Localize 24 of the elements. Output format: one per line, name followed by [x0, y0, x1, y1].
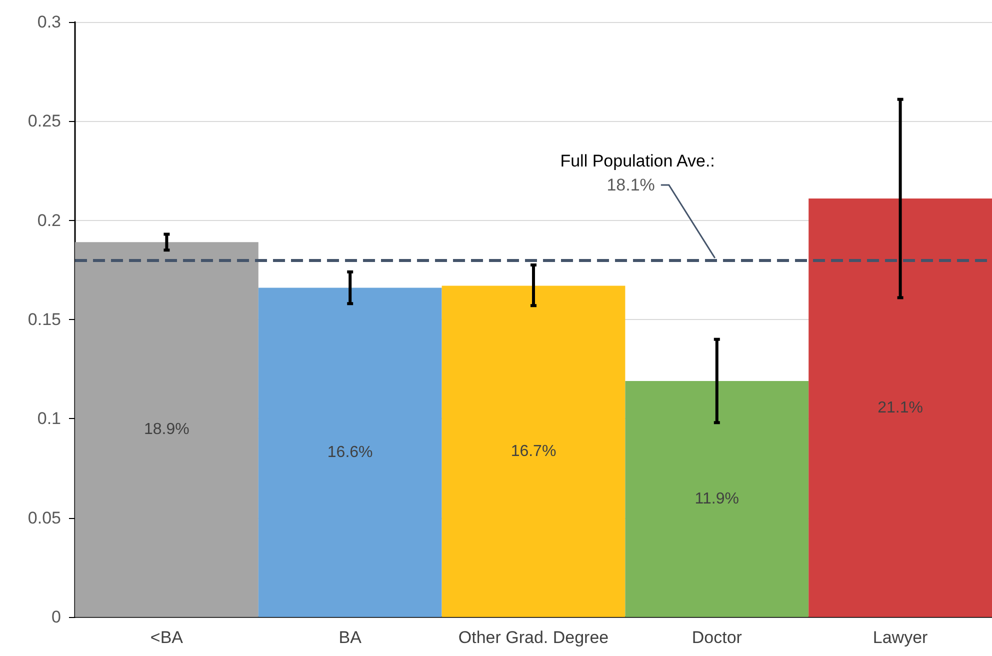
x-tick-label: Lawyer [872, 628, 928, 647]
bar [442, 286, 626, 617]
bar [258, 288, 442, 617]
y-tick-label: 0.1 [37, 409, 61, 428]
x-tick-label: <BA [150, 628, 184, 647]
ref-line-label: Full Population Ave.: [560, 152, 715, 171]
data-label: 16.7% [510, 442, 556, 460]
y-tick-label: 0.25 [28, 112, 61, 131]
y-tick-label: 0.2 [37, 210, 61, 230]
x-tick-label: BA [338, 628, 362, 647]
bar [808, 198, 992, 617]
bar [75, 242, 258, 617]
bar [625, 380, 809, 617]
x-tick-label: Other Grad. Degree [458, 628, 609, 647]
y-tick-label: 0.3 [37, 12, 61, 32]
y-tick-label: 0.15 [28, 310, 61, 329]
data-label: 11.9% [694, 490, 739, 508]
y-tick-label: 0 [52, 608, 61, 626]
data-label: 16.6% [327, 444, 373, 461]
y-tick-label: 0.05 [28, 508, 61, 528]
data-label: 18.9% [144, 421, 190, 438]
annotation: 18.1% [606, 176, 655, 195]
data-label: 21.1% [878, 399, 923, 416]
x-tick-label: Doctor [692, 628, 742, 647]
